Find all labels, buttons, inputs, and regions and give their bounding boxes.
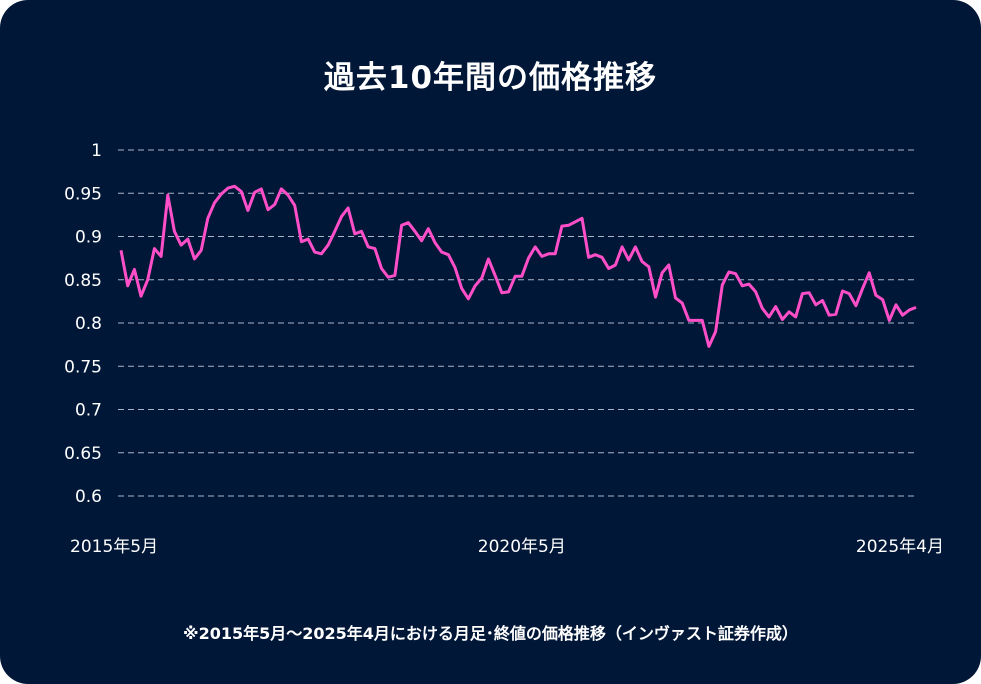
- y-tick-label: 1: [91, 141, 102, 161]
- chart-title: 過去10年間の価格推移: [323, 60, 658, 96]
- x-tick-label: 2015年5月: [70, 537, 158, 557]
- y-tick-label: 0.65: [64, 444, 102, 464]
- y-tick-label: 0.8: [75, 314, 102, 334]
- y-tick-label: 0.6: [75, 487, 102, 507]
- x-tick-label: 2020年5月: [478, 537, 566, 557]
- y-tick-label: 0.7: [75, 401, 102, 421]
- y-tick-label: 0.95: [64, 184, 102, 204]
- footnote: ※2015年5月～2025年4月における月足･終値の価格推移（インヴァスト証券作…: [183, 624, 798, 643]
- x-tick-label: 2025年4月: [856, 537, 944, 557]
- y-tick-label: 0.85: [64, 271, 102, 291]
- y-tick-label: 0.9: [75, 228, 102, 248]
- y-tick-label: 0.75: [64, 357, 102, 377]
- price-line: [119, 184, 917, 348]
